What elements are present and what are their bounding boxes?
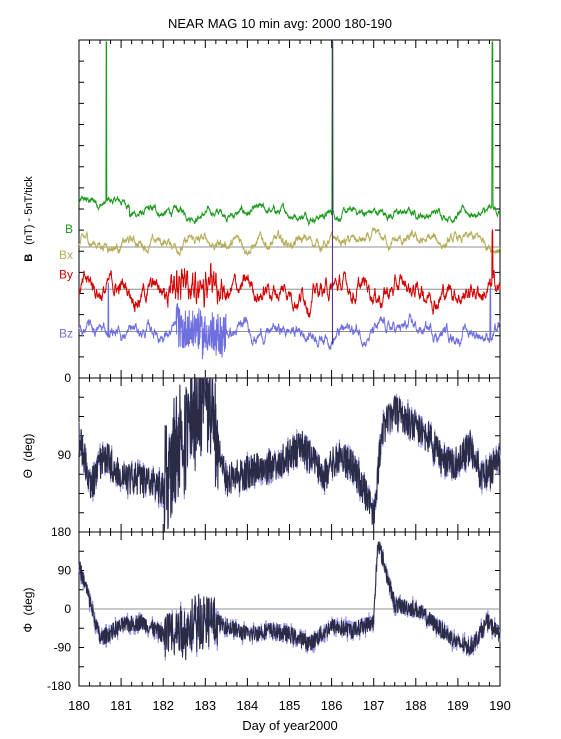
- field-frame: [78, 39, 501, 379]
- theta-line: [78, 377, 501, 533]
- x-axis-label: Day of year2000: [242, 718, 337, 733]
- x-tick-label: 185: [279, 698, 301, 713]
- phi-ylabel: Φ (deg): [21, 588, 35, 633]
- field-ylabel-symbol: B: [23, 254, 35, 262]
- field-ylabel: B (nT) - 5nT/tick: [23, 176, 35, 262]
- series-label-b: B: [65, 222, 73, 236]
- theta-panel: 90: [58, 376, 501, 533]
- x-tick-label: 184: [237, 698, 259, 713]
- theta-ytick-label-90: 90: [58, 448, 72, 462]
- x-tick-label: 190: [489, 698, 511, 713]
- x-tick-label: 188: [405, 698, 427, 713]
- phi-line: [78, 541, 501, 661]
- series-label-bx: Bx: [59, 248, 73, 262]
- x-tick-labels: 180 181 182 183 184 185 186 187 188 189 190: [68, 698, 511, 713]
- field-ylabel-unit: (nT) - 5nT/tick: [23, 176, 35, 245]
- svg-text:Φ (deg): Φ (deg): [21, 588, 35, 633]
- series-bx-line: [78, 226, 501, 257]
- series-bz-line: [78, 282, 501, 360]
- phi-ytick-label: 0: [64, 602, 71, 616]
- phi-panel: 180 90 0 -90 -180: [47, 525, 501, 693]
- x-tick-label: 181: [110, 698, 132, 713]
- series-b-line: [78, 41, 501, 227]
- phi-ylabel-symbol: Φ: [21, 623, 35, 633]
- theta-ylabel-symbol: Θ: [21, 469, 35, 478]
- phi-ylabel-unit: (deg): [21, 588, 35, 616]
- phi-ytick-label: -180: [47, 679, 71, 693]
- theta-ylabel-unit: (deg): [21, 434, 35, 462]
- phi-ytick-label: -90: [54, 641, 72, 655]
- phi-ytick-label: 90: [58, 564, 72, 578]
- x-tick-label: 180: [68, 698, 90, 713]
- theta-ylabel: Θ (deg): [21, 434, 35, 479]
- field-ytick-label: 0: [64, 371, 71, 385]
- x-tick-label: 182: [152, 698, 174, 713]
- x-tick-label: 183: [194, 698, 216, 713]
- series-label-by: By: [59, 267, 73, 281]
- x-tick-label: 189: [447, 698, 469, 713]
- phi-ytick-label: 180: [51, 525, 71, 539]
- field-panel: 0 B Bx By Bz: [59, 39, 501, 385]
- x-tick-label: 186: [321, 698, 343, 713]
- phi-band: [78, 540, 501, 661]
- svg-text:Θ (deg): Θ (deg): [21, 434, 35, 479]
- chart-title: NEAR MAG 10 min avg: 2000 180-190: [168, 16, 392, 31]
- x-tick-label: 187: [363, 698, 385, 713]
- series-by-line: [78, 229, 501, 318]
- series-label-bz: Bz: [59, 327, 73, 341]
- svg-text:B (nT) - 5nT/tick: B (nT) - 5nT/tick: [23, 176, 35, 262]
